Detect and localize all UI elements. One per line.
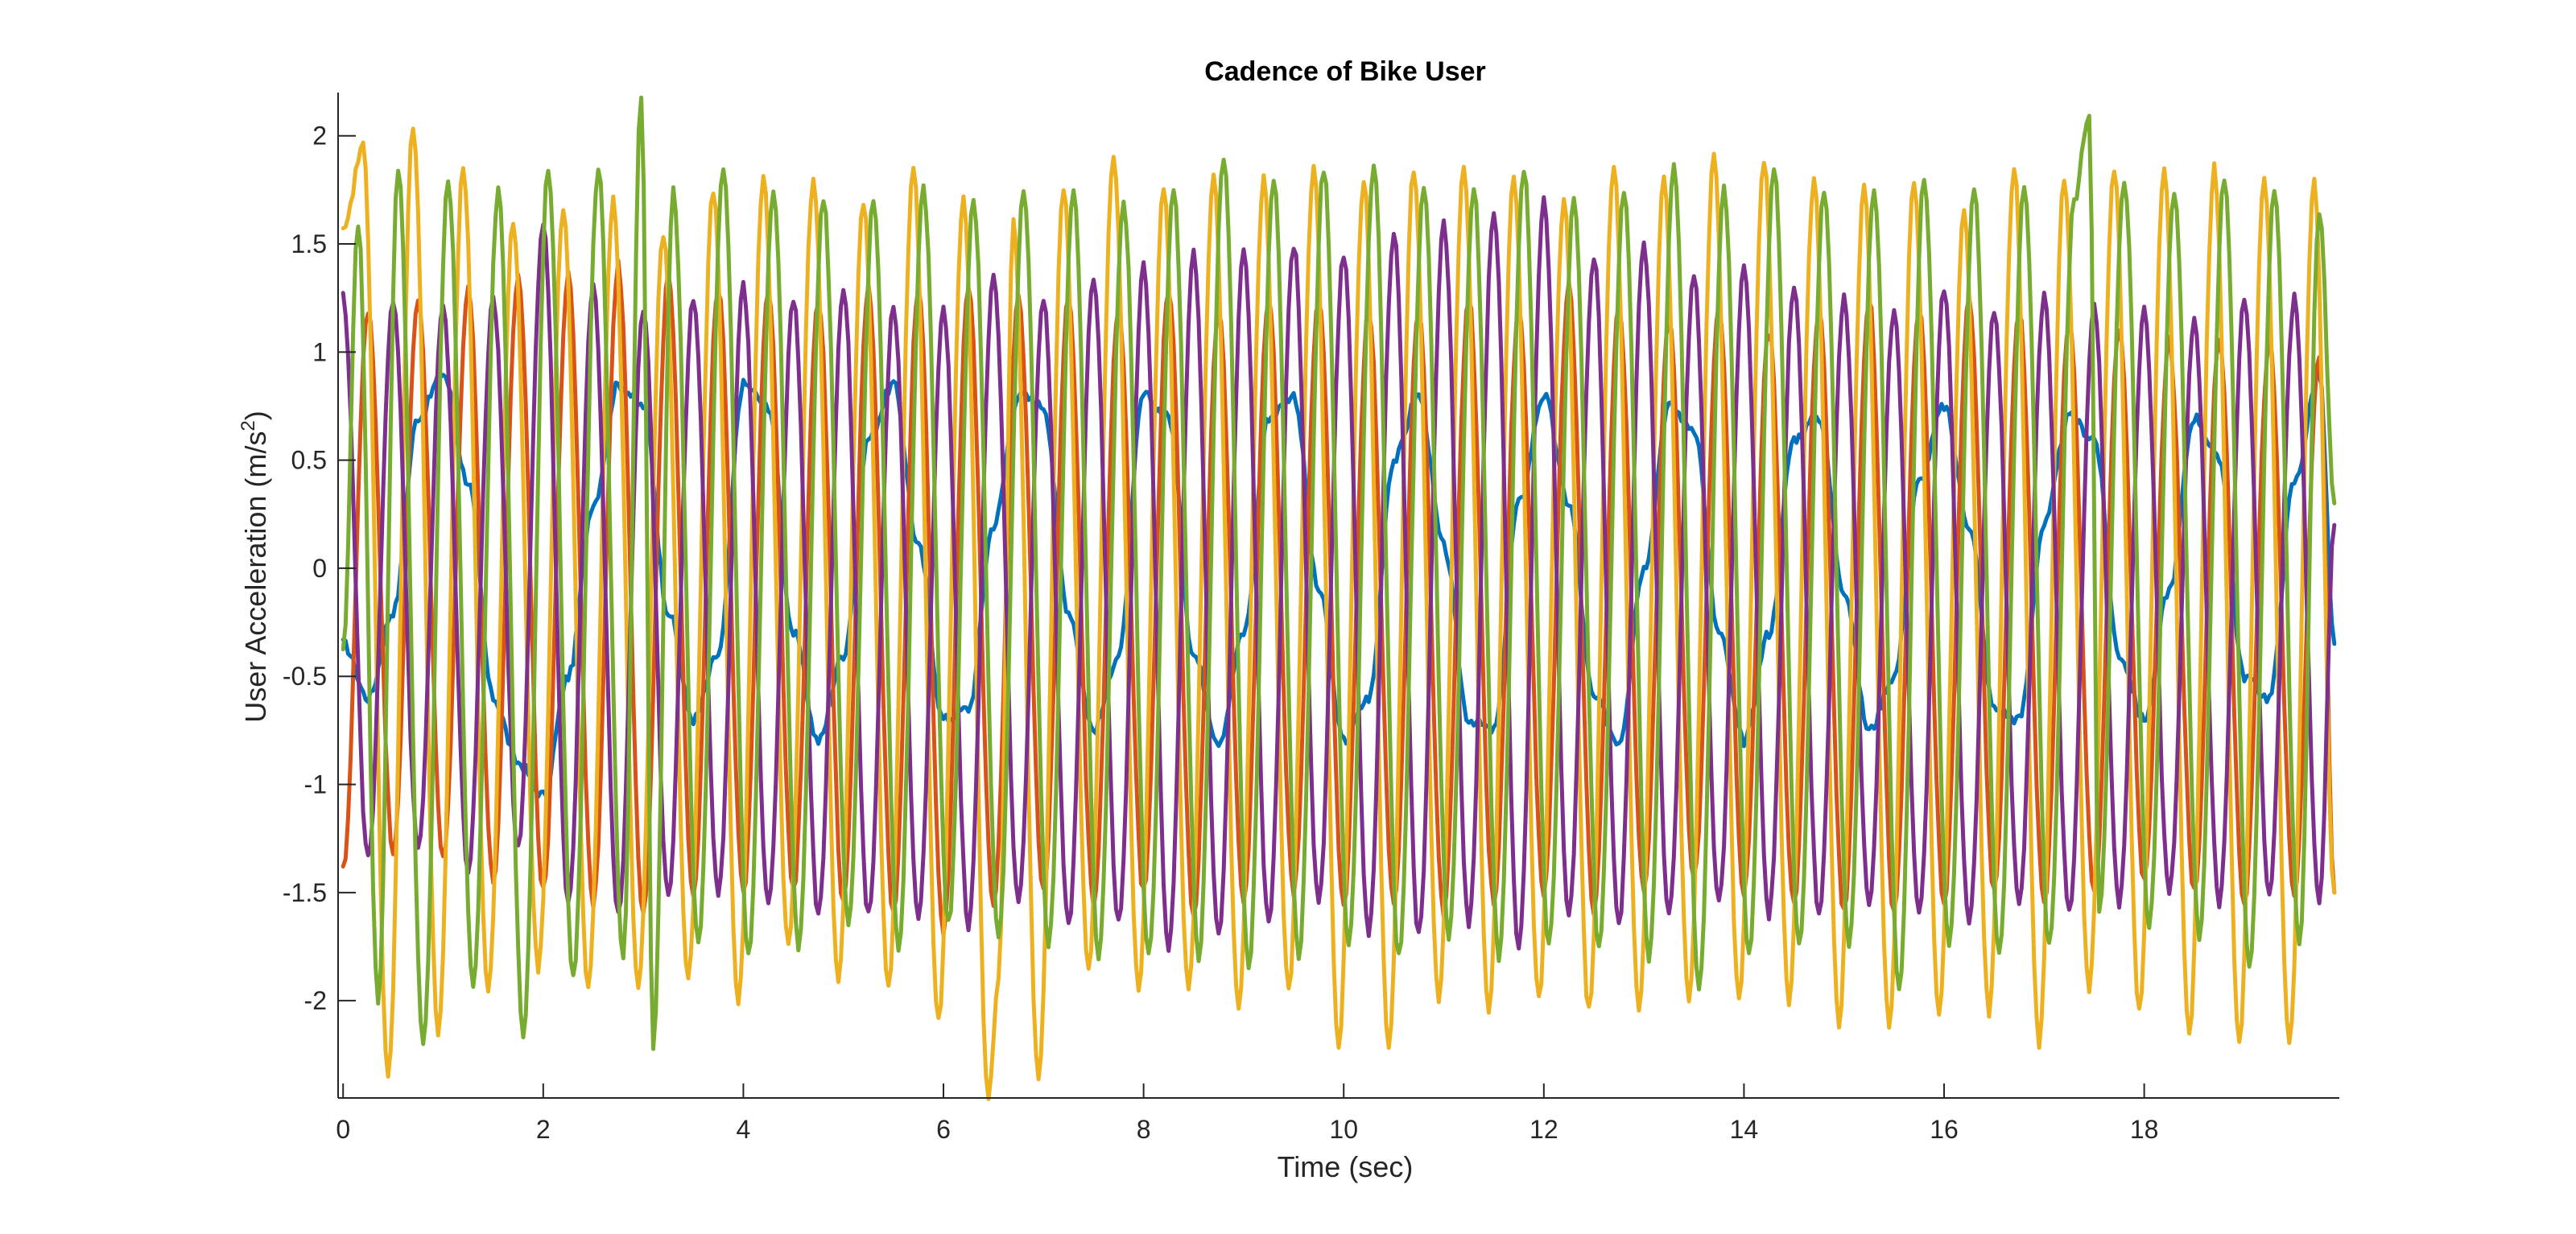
x-axis-label: Time (sec): [1278, 1150, 1414, 1183]
x-tick-label: 0: [336, 1115, 350, 1144]
series-line-4: [341, 195, 2337, 953]
y-tick-label: 1: [312, 337, 327, 366]
x-tick-label: 6: [936, 1115, 951, 1144]
y-tick-label: -0.5: [283, 662, 327, 691]
axes-layer: 0 2 4 6 8 10 12 14 16 18 2 1.5 1 0.5 0 -0.5 -1 -1.5 -2: [283, 93, 2339, 1144]
series-line-2: [341, 258, 2337, 937]
y-axis-label-exponent: 2: [237, 420, 259, 431]
x-tick-label: 8: [1137, 1115, 1151, 1144]
y-tick-label: 1.5: [291, 229, 327, 258]
x-tick-label: 18: [2130, 1115, 2159, 1144]
y-tick-label: 0: [312, 554, 327, 583]
y-tick-label: -1: [304, 770, 327, 799]
y-axis-label-close: ): [239, 411, 272, 420]
series-line-3: [341, 126, 2337, 1101]
series-layer: [341, 95, 2337, 1101]
x-tick-label: 14: [1730, 1115, 1759, 1144]
y-axis-label-main: User Acceleration (m/s: [239, 431, 272, 723]
chart-title: Cadence of Bike User: [1204, 56, 1486, 87]
y-axis-label: User Acceleration (m/s2): [237, 411, 272, 722]
y-tick-label: -2: [304, 986, 327, 1015]
x-tick-label: 10: [1329, 1115, 1358, 1144]
x-tick-label: 16: [1930, 1115, 1959, 1144]
y-tick-label: 2: [312, 122, 327, 151]
y-tick-label: 0.5: [291, 446, 327, 475]
x-tick-label: 12: [1530, 1115, 1558, 1144]
y-tick-label: -1.5: [283, 878, 327, 907]
series-line-5: [341, 95, 2337, 1051]
x-tick-label: 2: [536, 1115, 551, 1144]
x-tick-label: 4: [737, 1115, 751, 1144]
